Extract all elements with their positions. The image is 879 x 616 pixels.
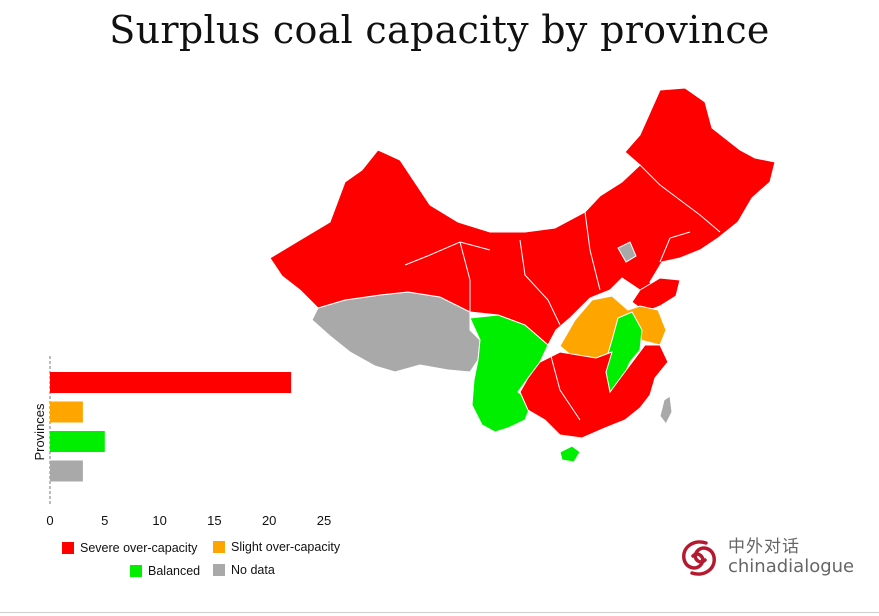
chinadialogue-logo: 中外对话 chinadialogue	[676, 535, 854, 581]
x-tick-label: 0	[46, 513, 53, 528]
bar-no-data	[50, 460, 83, 482]
map-region-beijing-nodata	[617, 241, 637, 263]
map-region-shandong	[631, 277, 681, 313]
y-axis-label: Provinces	[32, 403, 47, 461]
legend-label-slight: Slight over-capacity	[231, 540, 341, 554]
x-tick-label: 10	[152, 513, 166, 528]
bar-severe-over-capacity	[50, 372, 292, 393]
legend-item-severe: Severe over-capacity	[62, 541, 197, 555]
logo-chinese-text: 中外对话	[728, 536, 800, 557]
map-region-taiwan	[659, 395, 673, 425]
legend-item-nodata: No data	[213, 563, 275, 577]
legend-swatch-slight	[213, 541, 225, 553]
x-tick-label: 20	[262, 513, 276, 528]
legend-swatch-severe	[62, 542, 74, 554]
map-region-hainan	[559, 445, 581, 463]
bar-balanced	[50, 431, 105, 452]
bar-slight-over-capacity	[50, 401, 83, 423]
map-region-north-west	[269, 87, 776, 346]
map-province-borders	[404, 164, 721, 421]
x-tick-label: 25	[317, 513, 331, 528]
page-title: Surplus coal capacity by province	[109, 8, 770, 52]
bottom-divider	[0, 612, 879, 613]
x-tick-label: 5	[101, 513, 108, 528]
legend-item-balanced: Balanced	[130, 564, 200, 578]
legend-swatch-nodata	[213, 564, 225, 576]
chinadialogue-swirl-icon	[682, 540, 716, 576]
legend-label-balanced: Balanced	[148, 564, 201, 578]
legend-label-severe: Severe over-capacity	[80, 541, 198, 555]
legend-swatch-balanced	[130, 565, 142, 577]
legend-label-nodata: No data	[231, 563, 275, 577]
legend-item-slight: Slight over-capacity	[213, 540, 340, 554]
logo-english-text: chinadialogue	[728, 556, 855, 578]
map-region-south-severe	[519, 344, 669, 439]
x-tick-label: 15	[207, 513, 221, 528]
